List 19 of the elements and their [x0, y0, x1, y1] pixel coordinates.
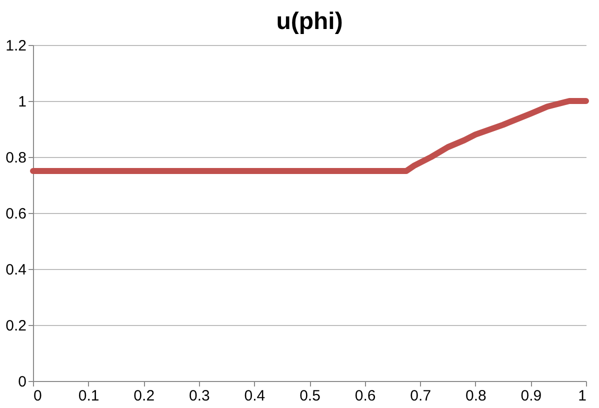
x-tick-label: 0.6: [354, 388, 376, 404]
y-tick-label: 1.2: [6, 38, 26, 54]
x-tick-label: 0.7: [410, 388, 432, 404]
y-tick-label: 0.6: [6, 206, 26, 222]
chart-title: u(phi): [276, 8, 343, 35]
x-tick-label: 0.3: [188, 388, 210, 404]
y-tick-label: 0: [18, 374, 26, 390]
x-tick-label: 0.4: [244, 388, 266, 404]
y-tick-label: 0.8: [6, 150, 26, 166]
y-tick-label: 0.4: [6, 262, 26, 278]
x-tick-label: 0.2: [134, 388, 155, 404]
x-tick-label: 0.5: [300, 388, 320, 404]
x-tick-label: 0.1: [78, 388, 100, 404]
x-tick-label: 0.9: [520, 388, 542, 404]
x-tick-label: 1: [578, 388, 586, 404]
x-tick-label: 0: [34, 388, 42, 404]
y-tick-label: 1: [18, 94, 26, 110]
x-tick-label: 0.8: [465, 388, 486, 404]
y-tick-label: 0.2: [6, 318, 26, 334]
